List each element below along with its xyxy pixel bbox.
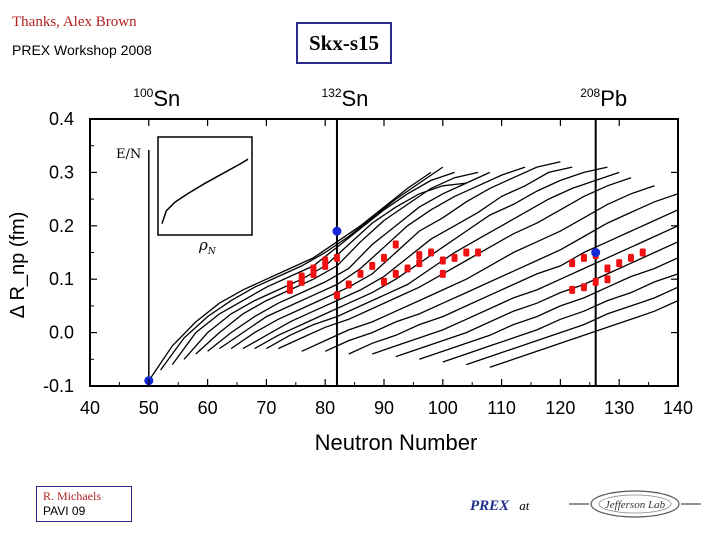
x-tick-label: 120	[545, 398, 575, 418]
model-curve-12	[301, 185, 655, 352]
red-point-8	[333, 291, 340, 300]
y-tick-label: 0.3	[49, 162, 74, 182]
at-word: at	[519, 498, 530, 513]
model-curve-17	[419, 257, 679, 360]
red-point-29	[580, 253, 587, 262]
footer-author: R. Michaels	[43, 489, 101, 503]
model-curve-19	[466, 286, 679, 366]
x-tick-label: 60	[198, 398, 218, 418]
red-point-11	[357, 269, 364, 278]
x-tick-label: 50	[139, 398, 159, 418]
red-point-30	[592, 277, 599, 286]
model-curve-0	[148, 171, 432, 382]
model-curve-18	[442, 273, 679, 363]
red-point-15	[392, 269, 399, 278]
red-point-16	[392, 240, 399, 249]
credit-name: Thanks, Alex Brown	[12, 14, 137, 30]
x-tick-label: 100	[428, 398, 458, 418]
footer-credit: R. Michaels PAVI 09	[36, 486, 132, 522]
red-point-36	[639, 248, 646, 257]
red-point-9	[333, 253, 340, 262]
red-point-21	[439, 269, 446, 278]
x-tick-label: 110	[487, 398, 516, 418]
x-tick-label: 70	[256, 398, 276, 418]
model-curve-7	[230, 161, 561, 350]
x-tick-label: 140	[663, 398, 693, 418]
red-point-33	[604, 264, 611, 273]
red-point-10	[345, 280, 352, 289]
inset-xlabel: ρN	[198, 236, 217, 257]
y-tick-label: 0.2	[49, 216, 74, 236]
red-point-7	[322, 256, 329, 265]
red-point-18	[416, 259, 423, 268]
blue-point-1	[332, 226, 342, 236]
red-point-24	[463, 248, 470, 257]
model-curve-11	[277, 177, 632, 350]
red-point-25	[475, 248, 482, 257]
inset-plot: E/N ρN	[116, 136, 253, 257]
nucleus-label-sn132: 132Sn	[321, 86, 368, 111]
y-axis-label: Δ R_np (fm)	[7, 212, 29, 319]
red-point-12	[369, 261, 376, 270]
red-point-34	[616, 259, 623, 268]
y-tick-label: -0.1	[43, 376, 74, 396]
red-point-35	[627, 253, 634, 262]
red-point-3	[298, 272, 305, 281]
red-point-20	[428, 248, 435, 257]
red-point-13	[381, 277, 387, 286]
logo-text: Jefferson Lab	[605, 499, 666, 511]
model-label: Skx-s15	[296, 22, 392, 64]
x-tick-label: 90	[374, 398, 394, 418]
inset-ylabel: E/N	[116, 147, 141, 162]
y-tick-label: 0.4	[49, 109, 74, 129]
red-point-32	[604, 275, 611, 284]
model-curve-13	[324, 193, 679, 352]
prex-word: PREX	[470, 498, 510, 514]
workshop-title: PREX Workshop 2008	[12, 42, 152, 58]
rnp-chart: 40 50 60 70 80 90 100 110 120 130 140 -0.1 0.0 0.1 0.2…	[7, 86, 693, 455]
model-curve-20	[489, 300, 679, 368]
red-point-5	[310, 264, 317, 273]
y-tick-label: 0.0	[49, 323, 74, 343]
red-point-1	[286, 280, 293, 289]
red-point-26	[569, 285, 576, 294]
model-curve-6	[219, 166, 526, 350]
nucleus-label-sn100: 100Sn	[133, 86, 180, 111]
x-tick-label: 80	[315, 398, 335, 418]
red-point-17	[404, 264, 411, 273]
red-point-14	[381, 253, 387, 262]
red-point-19	[416, 251, 423, 260]
prex-at-label: PREX at	[470, 498, 529, 515]
x-tick-label: 130	[604, 398, 634, 418]
model-curve-8	[242, 166, 573, 350]
nucleus-labels: 100Sn 132Sn 208Pb	[133, 86, 627, 111]
inset-curve	[161, 158, 249, 224]
y-tick-label: 0.1	[49, 269, 74, 289]
jefferson-lab-logo: Jefferson Lab	[569, 490, 701, 518]
red-point-27	[569, 259, 576, 268]
footer-event: PAVI 09	[43, 504, 86, 518]
model-curve-15	[371, 225, 679, 355]
blue-point-2	[591, 248, 601, 257]
model-curve-5	[207, 171, 491, 352]
model-curve-1	[160, 166, 444, 371]
model-curve-14	[348, 209, 679, 355]
nucleus-label-pb208: 208Pb	[580, 86, 627, 111]
red-point-22	[439, 256, 446, 265]
model-curve-16	[395, 241, 679, 358]
red-point-23	[451, 253, 458, 262]
x-tick-label: 40	[80, 398, 100, 418]
x-axis-label: Neutron Number	[315, 430, 478, 455]
axis-ticks: 40 50 60 70 80 90 100 110 120 130 140 -0.1 0.0 0.1 0.2…	[43, 109, 693, 418]
inset-frame	[157, 136, 253, 236]
red-point-28	[580, 283, 587, 292]
